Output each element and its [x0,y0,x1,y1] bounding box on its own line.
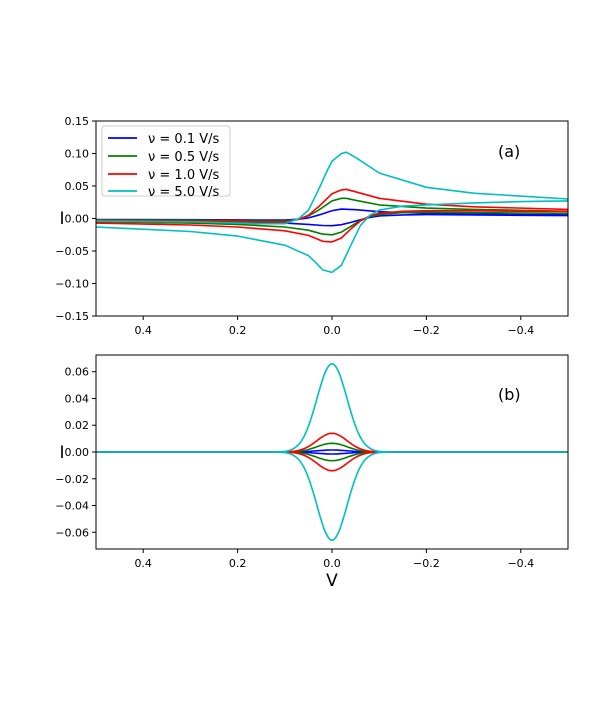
panel-a-xtick-label-3: −0.2 [413,324,440,337]
panel-a-series-2-cathodic [95,209,568,243]
panel-b-xtick-label-1: 0.2 [229,557,247,570]
panel-b-ytick-label-5: 0.04 [65,392,90,405]
panel-a-series-1-cathodic [95,211,569,236]
panel-a-ytick-label-2: −0.05 [55,245,89,258]
panel-b-series-3-lower [96,451,568,542]
panel-b-label: (b) [498,385,521,404]
legend-box [101,125,231,197]
panel-b-xtick-label-2: 0.0 [323,557,341,570]
legend-label-0: ν = 0.1 V/s [148,132,219,147]
panel-b-series-3-upper [96,362,568,453]
panel-a-series-2-anodic [95,188,569,223]
panel-b-ylabel: I [59,443,64,463]
panel-a-xtick-label-4: −0.4 [507,324,534,337]
panel-a-ytick-label-5: 0.10 [65,148,90,161]
panel-b-ytick-label-2: −0.02 [55,473,89,486]
panel-a-frame [95,120,569,317]
panel-b-x-ticks: 0.4 0.2 0.0 −0.2 −0.4 [134,549,534,570]
panel-b-y-ticks: −0.06 −0.04 −0.02 0.00 0.02 0.04 0.06 [55,366,96,539]
legend: ν = 0.1 V/s ν = 0.5 V/s ν = 1.0 V/s ν = … [101,125,231,200]
panel-a-ytick-label-1: −0.10 [55,278,89,291]
panel-a-xtick-label-2: 0.0 [323,324,341,337]
panel-b-ytick-label-3: 0.00 [65,446,90,459]
legend-label-3: ν = 5.0 V/s [148,185,219,200]
panel-a-ytick-label-0: −0.15 [55,310,89,323]
panel-b-xtick-label-3: −0.2 [413,557,440,570]
panel-b: I −0.06 −0.04 −0.02 0.00 0.02 0.04 0.06 0.4 0.2… [55,354,569,591]
panel-a-label: (a) [498,142,520,161]
panel-b-ytick-label-1: −0.04 [55,500,89,513]
panel-b-ytick-label-4: 0.02 [65,419,90,432]
panel-a-xtick-label-1: 0.2 [229,324,247,337]
panel-b-curves [96,362,568,542]
panel-b-xtick-label-0: 0.4 [134,557,152,570]
panel-b-ytick-label-0: −0.06 [55,526,89,539]
panel-a-xtick-label-0: 0.4 [134,324,152,337]
panel-a-y-ticks: −0.15 −0.10 −0.05 0.00 0.05 0.10 0.15 [55,115,96,323]
panel-a-ytick-label-6: 0.15 [65,115,90,128]
panel-a-ylabel: I [59,209,64,229]
panel-a-ytick-label-3: 0.00 [65,213,90,226]
legend-label-1: ν = 0.5 V/s [148,150,219,165]
panel-a-ytick-label-4: 0.05 [65,180,90,193]
panel-a-series-3-cathodic [95,200,569,274]
panel-b-xlabel: V [326,571,338,591]
panel-a-curves [95,151,569,274]
panel-a-series-3-anodic [95,151,569,225]
panel-a-x-ticks: 0.4 0.2 0.0 −0.2 −0.4 [134,316,534,337]
legend-label-2: ν = 1.0 V/s [148,168,219,183]
panel-b-xtick-label-4: −0.4 [507,557,534,570]
panel-b-frame [95,354,569,550]
panel-a-series-1-anodic [95,197,569,222]
panel-a: I −0.15 −0.10 −0.05 0.00 0.05 0.10 0.15 0.4 0.2… [55,115,569,337]
panel-b-ytick-label-6: 0.06 [65,366,90,379]
